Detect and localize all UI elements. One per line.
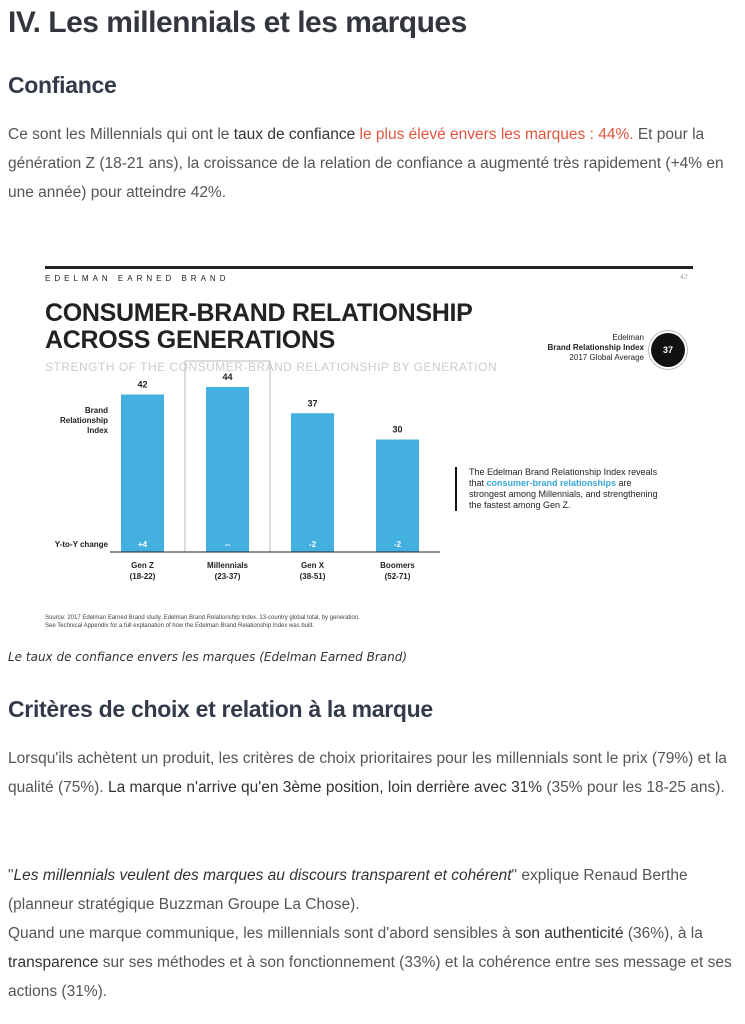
bar-value-label: 30	[392, 425, 402, 435]
paragraph-quote: "Les millennials veulent des marques au …	[8, 861, 736, 1006]
index-value-badge: 37	[651, 333, 685, 367]
category-range-label: (18-22)	[130, 572, 156, 581]
category-label: Gen X	[301, 561, 325, 570]
category-range-label: (23-37)	[215, 572, 241, 581]
p1-text-a: Ce sont les Millennials qui ont le	[8, 126, 234, 143]
p3-text-e: sur ses méthodes et à son fonctionnement…	[8, 954, 732, 1000]
note-highlight: consumer-brand relationships	[486, 478, 617, 488]
p3-keyword-authenticite: son authenticité	[515, 925, 624, 942]
chart-note: The Edelman Brand Relationship Index rev…	[455, 467, 659, 511]
change-row-label: Y-to-Y change	[54, 540, 108, 549]
bar	[121, 394, 164, 552]
bar-value-label: 37	[307, 398, 317, 408]
p3-text-a: Quand une marque communique, les millenn…	[8, 925, 515, 942]
y-axis-label: Brand Relationship Index	[40, 406, 108, 436]
chart-source: Source: 2017 Edelman Earned Brand study.…	[45, 614, 360, 630]
p3-text-c: (36%), à la	[623, 925, 703, 942]
source-line2: See Technical Appendix for a full explan…	[45, 623, 315, 629]
source-line1: Source: 2017 Edelman Earned Brand study.…	[45, 615, 360, 621]
section-title: IV. Les millennials et les marques	[8, 6, 467, 39]
heading-confiance: Confiance	[8, 72, 117, 98]
chart-subtitle: STRENGTH OF THE CONSUMER-BRAND RELATIONS…	[45, 360, 498, 374]
p1-text-d: Et pour la génération Z (18-21 ans), la …	[8, 126, 724, 201]
index-label: Edelman Brand Relationship Index 2017 Gl…	[548, 333, 644, 363]
figure-caption: Le taux de confiance envers les marques …	[8, 650, 408, 664]
bar-chart: 42 +4 Gen Z (18-22) 44 -- Millennials (23-37) 37…	[110, 360, 440, 581]
bar-value-label: 42	[137, 380, 147, 390]
change-label: -2	[309, 540, 317, 549]
paragraph-confiance: Ce sont les Millennials qui ont le taux …	[8, 120, 736, 207]
note-text-c: are strongest among Millennials, and str…	[469, 478, 658, 510]
bar	[206, 387, 249, 552]
change-label: --	[225, 540, 231, 549]
category-label: Gen Z	[131, 561, 154, 570]
bar-value-label: 44	[222, 372, 232, 382]
change-label: +4	[138, 540, 148, 549]
paragraph-criteres: Lorsqu'ils achètent un produit, les crit…	[8, 744, 736, 802]
bar	[376, 439, 419, 552]
p1-highlight: le plus élevé envers les marques : 44%.	[355, 126, 634, 143]
p2-text-c: (35% pour les 18-25 ans).	[542, 779, 725, 796]
p2-keyword: La marque n'arrive qu'en 3ème position, …	[107, 779, 543, 796]
category-range-label: (52-71)	[385, 572, 411, 581]
chart-title-line1: CONSUMER-BRAND RELATIONSHIP	[45, 299, 473, 327]
category-label: Boomers	[380, 561, 415, 570]
p1-keyword: taux de confiance	[233, 126, 356, 143]
y-axis-label-line2: Relationship Index	[59, 416, 108, 435]
index-label-line3: 2017 Global Average	[569, 353, 644, 362]
p3-keyword-transparence: transparence	[8, 954, 99, 971]
heading-criteres: Critères de choix et relation à la marqu…	[8, 696, 433, 722]
quote-text: Les millennials veulent des marques au d…	[13, 867, 512, 884]
brand-label: EDELMAN EARNED BRAND	[45, 274, 230, 283]
category-range-label: (38-51)	[300, 572, 326, 581]
change-label: -2	[394, 540, 402, 549]
chart-title: CONSUMER-BRAND RELATIONSHIP ACROSS GENER…	[45, 300, 473, 354]
infographic: EDELMAN EARNED BRAND 42 CONSUMER-BRAND R…	[0, 262, 745, 632]
bar	[291, 413, 334, 552]
quote-close: "	[511, 867, 518, 884]
chart-title-line2: ACROSS GENERATIONS	[45, 326, 335, 354]
page-number: 42	[680, 274, 688, 281]
top-rule	[45, 266, 693, 269]
p2-text-a: Lorsqu'ils achètent un produit, les crit…	[8, 750, 727, 796]
quote-open: "	[8, 867, 14, 884]
index-label-line1: Edelman	[612, 333, 644, 342]
y-axis-label-line1: Brand	[84, 406, 108, 415]
quote-attribution: explique Renaud Berthe (planneur stratég…	[8, 867, 688, 913]
index-label-line2: Brand Relationship Index	[547, 343, 644, 352]
note-text-a: The Edelman Brand Relationship Index rev…	[469, 467, 658, 488]
category-label: Millennials	[207, 561, 248, 570]
